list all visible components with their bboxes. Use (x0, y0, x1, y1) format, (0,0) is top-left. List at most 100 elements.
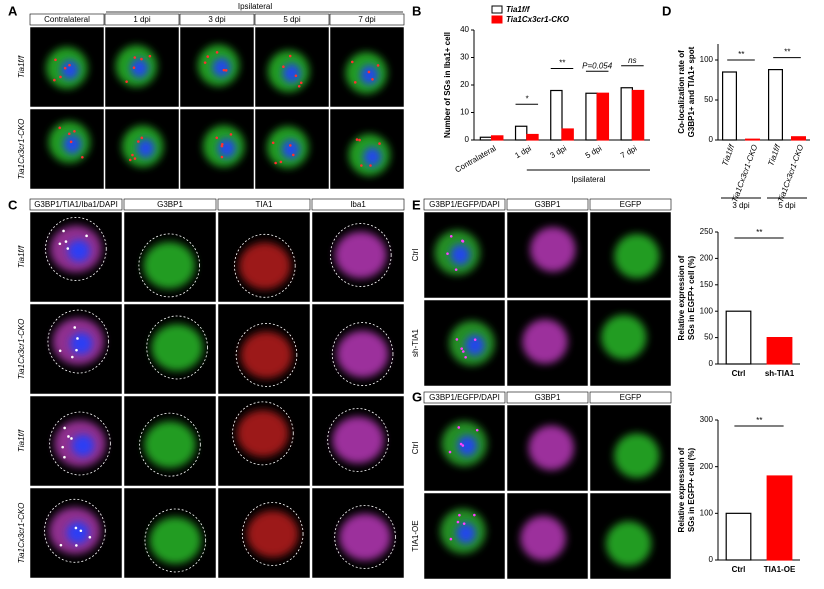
granule (473, 338, 477, 341)
granule (148, 54, 152, 58)
group-label: Ipsilateral (238, 2, 272, 11)
column-header-box (29, 198, 123, 211)
significance-label: ** (756, 228, 763, 237)
column-header-box (423, 198, 506, 211)
granule (88, 535, 92, 539)
bar (766, 475, 793, 561)
bar (596, 92, 610, 141)
granule (446, 252, 449, 255)
nucleus-signal (363, 147, 382, 167)
granule (462, 522, 466, 525)
granule (355, 138, 359, 141)
granule (76, 337, 79, 340)
row-label: Tia1Cx3cr1-CKO (17, 119, 26, 180)
nucleus-signal (217, 138, 236, 158)
granule (369, 164, 372, 167)
granule (358, 138, 361, 142)
y-tick-label: 10 (460, 108, 469, 117)
bar (790, 136, 806, 141)
granule (473, 513, 476, 517)
y-tick-label: 0 (465, 135, 470, 144)
cell-signal (149, 517, 202, 564)
micrograph-signal (332, 416, 384, 464)
panel-label: B (412, 3, 421, 18)
bar (744, 138, 760, 141)
bar (561, 128, 574, 141)
cell-outline (49, 411, 111, 476)
granule (220, 142, 224, 146)
micrograph-signal (143, 242, 195, 289)
granule (378, 142, 381, 145)
bar (766, 337, 793, 365)
micrograph-signal (52, 318, 105, 365)
micrograph-signal (46, 47, 88, 89)
y-axis-label: SGs in EGFP+ cell (%) (687, 256, 696, 341)
x-tick-label: 5 dpi (584, 144, 604, 161)
y-axis-label: Co-localization rate of (677, 50, 686, 134)
legend-swatch (491, 15, 503, 24)
micrograph-signal (335, 231, 387, 279)
cell-signal (144, 421, 196, 469)
y-tick-label: 100 (700, 306, 714, 315)
bar (767, 68, 783, 141)
column-header-box (311, 198, 405, 211)
granule (137, 140, 140, 143)
granule (63, 66, 67, 70)
micrograph-signal (115, 45, 158, 87)
granule (288, 54, 292, 58)
granule (61, 445, 64, 449)
bar (725, 310, 752, 365)
cell-outline (334, 505, 396, 569)
micrograph-signal (345, 52, 388, 94)
group-label: 5 dpi (778, 201, 796, 210)
granule (299, 81, 303, 85)
granule (53, 78, 56, 82)
micrograph-signal (54, 420, 106, 467)
granule (371, 77, 374, 81)
y-tick-label: 200 (700, 254, 714, 263)
granule (461, 350, 465, 353)
nucleus-signal (212, 57, 231, 78)
row-label: Tia1f/f (17, 55, 26, 78)
legend-label: Tia1Cx3cr1-CKO (506, 15, 570, 24)
granule (75, 348, 78, 352)
y-tick-label: 30 (460, 53, 469, 62)
granule (85, 234, 88, 238)
granule (448, 450, 452, 454)
significance-label: ** (559, 59, 566, 68)
y-tick-label: 150 (700, 280, 714, 289)
granule (279, 160, 283, 164)
micrograph-signal (48, 121, 91, 164)
column-header: 5 dpi (283, 15, 301, 24)
granule (73, 129, 76, 133)
micrograph-signal (449, 320, 495, 366)
panel-label: G (412, 389, 422, 404)
granule (125, 80, 128, 83)
granule (58, 126, 62, 130)
cell-signal (614, 433, 660, 479)
column-header: Iba1 (350, 200, 366, 209)
granule (63, 426, 66, 430)
nucleus-signal (281, 139, 300, 159)
granule (59, 543, 63, 547)
nucleus-signal (136, 138, 155, 158)
column-header: EGFP (620, 393, 642, 402)
column-header: G3BP1/TIA1/Iba1/DAPI (34, 200, 118, 209)
micrograph-signal (528, 425, 574, 471)
row-label: Tia1f/f (17, 429, 26, 452)
micrograph-signal (151, 324, 203, 371)
cell-outline (144, 508, 207, 573)
granule (133, 157, 137, 160)
column-header-box (29, 13, 105, 26)
micrograph-signal (530, 227, 576, 272)
cell-signal (530, 227, 576, 272)
y-tick-label: 50 (704, 95, 713, 104)
bar (491, 135, 504, 141)
x-tick-label: Contralateral (453, 144, 497, 175)
nucleus-signal (456, 522, 476, 544)
bar (620, 87, 633, 141)
granule (289, 144, 292, 147)
column-header-box (506, 391, 589, 404)
column-header: 1 dpi (133, 15, 151, 24)
